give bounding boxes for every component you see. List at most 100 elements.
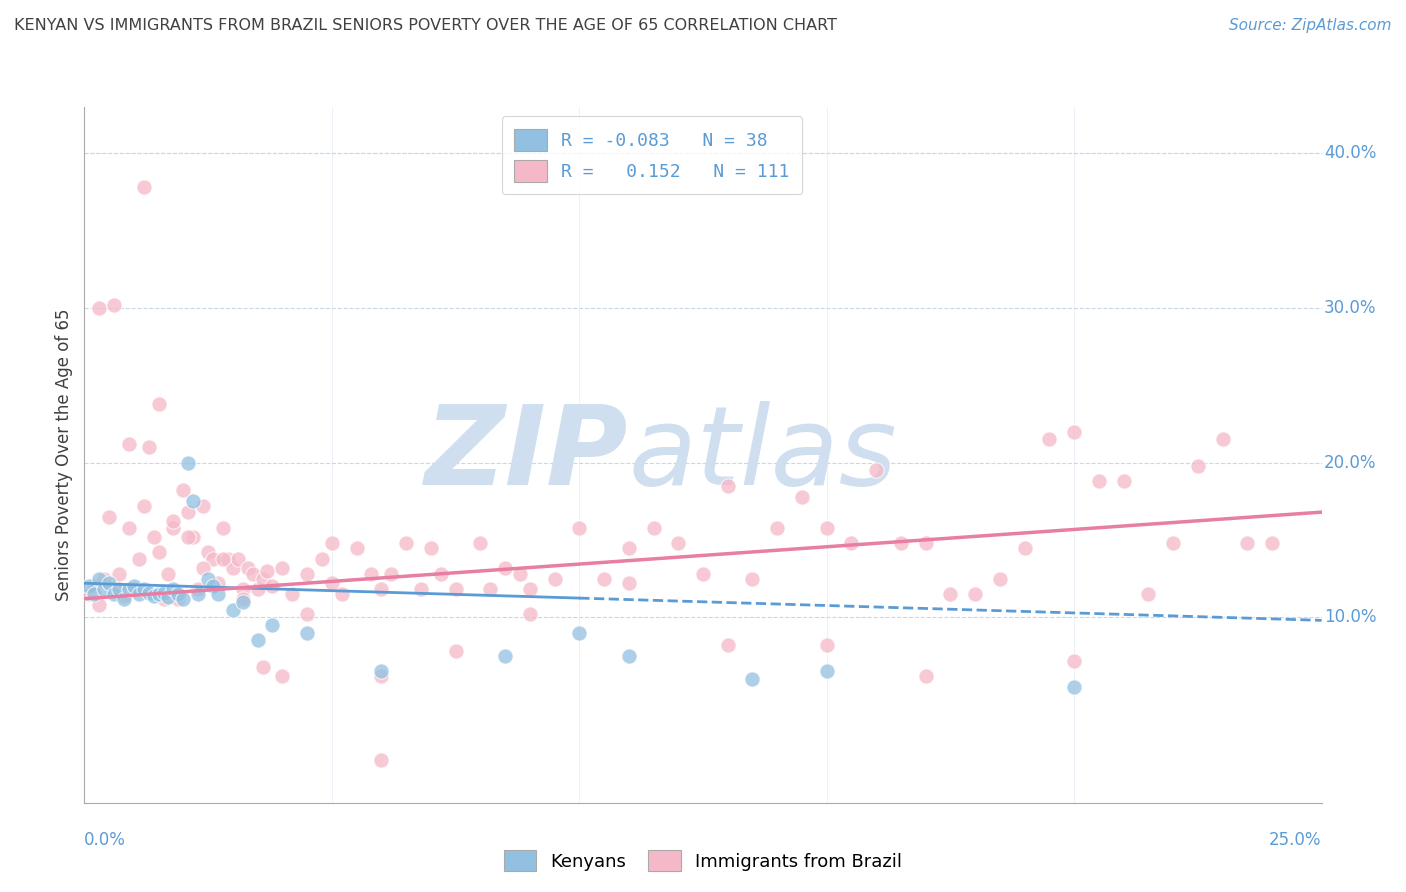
Point [132, 499, 155, 513]
Point [103, 582, 125, 597]
Point [118, 582, 141, 597]
Legend: R = -0.083   N = 38, R =   0.152   N = 111: R = -0.083 N = 38, R = 0.152 N = 111 [502, 116, 803, 194]
Y-axis label: Seniors Poverty Over the Age of 65: Seniors Poverty Over the Age of 65 [55, 309, 73, 601]
Point [132, 582, 155, 597]
Point [360, 566, 382, 581]
Point [766, 520, 789, 534]
Point [841, 536, 863, 550]
Point [112, 589, 135, 603]
Legend: Kenyans, Immigrants from Brazil: Kenyans, Immigrants from Brazil [496, 843, 910, 879]
Point [321, 576, 343, 591]
Point [890, 536, 912, 550]
Point [593, 572, 616, 586]
Point [370, 665, 392, 679]
Point [380, 566, 402, 581]
Point [262, 579, 284, 593]
Point [370, 669, 392, 683]
Point [148, 587, 170, 601]
Point [939, 587, 962, 601]
Point [741, 672, 763, 686]
Point [83, 579, 105, 593]
Point [988, 572, 1011, 586]
Point [617, 576, 640, 591]
Point [232, 582, 254, 597]
Point [271, 669, 294, 683]
Point [118, 520, 141, 534]
Point [643, 520, 665, 534]
Point [741, 572, 763, 586]
Point [519, 607, 541, 622]
Point [103, 298, 125, 312]
Point [226, 551, 249, 566]
Point [470, 536, 492, 550]
Point [692, 566, 714, 581]
Point [89, 301, 111, 315]
Point [79, 587, 101, 601]
Text: 0.0%: 0.0% [84, 830, 127, 848]
Text: 20.0%: 20.0% [1324, 454, 1376, 472]
Point [1014, 541, 1036, 555]
Point [197, 572, 219, 586]
Point [83, 587, 105, 601]
Point [217, 551, 239, 566]
Point [142, 589, 165, 603]
Point [157, 590, 180, 604]
Point [181, 494, 204, 508]
Text: ZIP: ZIP [425, 401, 628, 508]
Point [236, 561, 259, 575]
Point [98, 576, 121, 591]
Point [138, 440, 160, 454]
Point [965, 587, 987, 601]
Point [409, 582, 432, 597]
Point [191, 499, 214, 513]
Point [346, 541, 368, 555]
Point [246, 633, 269, 648]
Point [202, 551, 225, 566]
Point [252, 572, 274, 586]
Point [568, 625, 591, 640]
Point [103, 587, 125, 601]
Point [1161, 536, 1184, 550]
Point [162, 520, 184, 534]
Point [148, 545, 170, 559]
Point [128, 551, 150, 566]
Point [181, 530, 204, 544]
Point [222, 561, 245, 575]
Point [152, 585, 174, 599]
Point [172, 483, 194, 498]
Point [543, 572, 565, 586]
Point [1088, 474, 1111, 488]
Point [212, 520, 235, 534]
Point [112, 591, 135, 606]
Point [914, 536, 936, 550]
Point [330, 587, 353, 601]
Point [1063, 680, 1085, 694]
Point [370, 752, 392, 766]
Point [157, 566, 180, 581]
Text: KENYAN VS IMMIGRANTS FROM BRAZIL SENIORS POVERTY OVER THE AGE OF 65 CORRELATION : KENYAN VS IMMIGRANTS FROM BRAZIL SENIORS… [14, 18, 837, 33]
Point [256, 564, 278, 578]
Point [138, 585, 160, 599]
Point [914, 669, 936, 683]
Point [232, 595, 254, 609]
Point [262, 618, 284, 632]
Point [494, 648, 516, 663]
Point [395, 536, 418, 550]
Point [295, 607, 318, 622]
Point [568, 520, 591, 534]
Point [271, 561, 294, 575]
Text: Source: ZipAtlas.com: Source: ZipAtlas.com [1229, 18, 1392, 33]
Point [187, 582, 209, 597]
Point [197, 545, 219, 559]
Point [617, 541, 640, 555]
Point [444, 582, 467, 597]
Point [617, 648, 640, 663]
Point [142, 530, 165, 544]
Text: 30.0%: 30.0% [1324, 299, 1376, 317]
Point [202, 579, 225, 593]
Point [162, 582, 184, 597]
Point [108, 582, 131, 597]
Point [519, 582, 541, 597]
Point [790, 490, 813, 504]
Point [132, 180, 155, 194]
